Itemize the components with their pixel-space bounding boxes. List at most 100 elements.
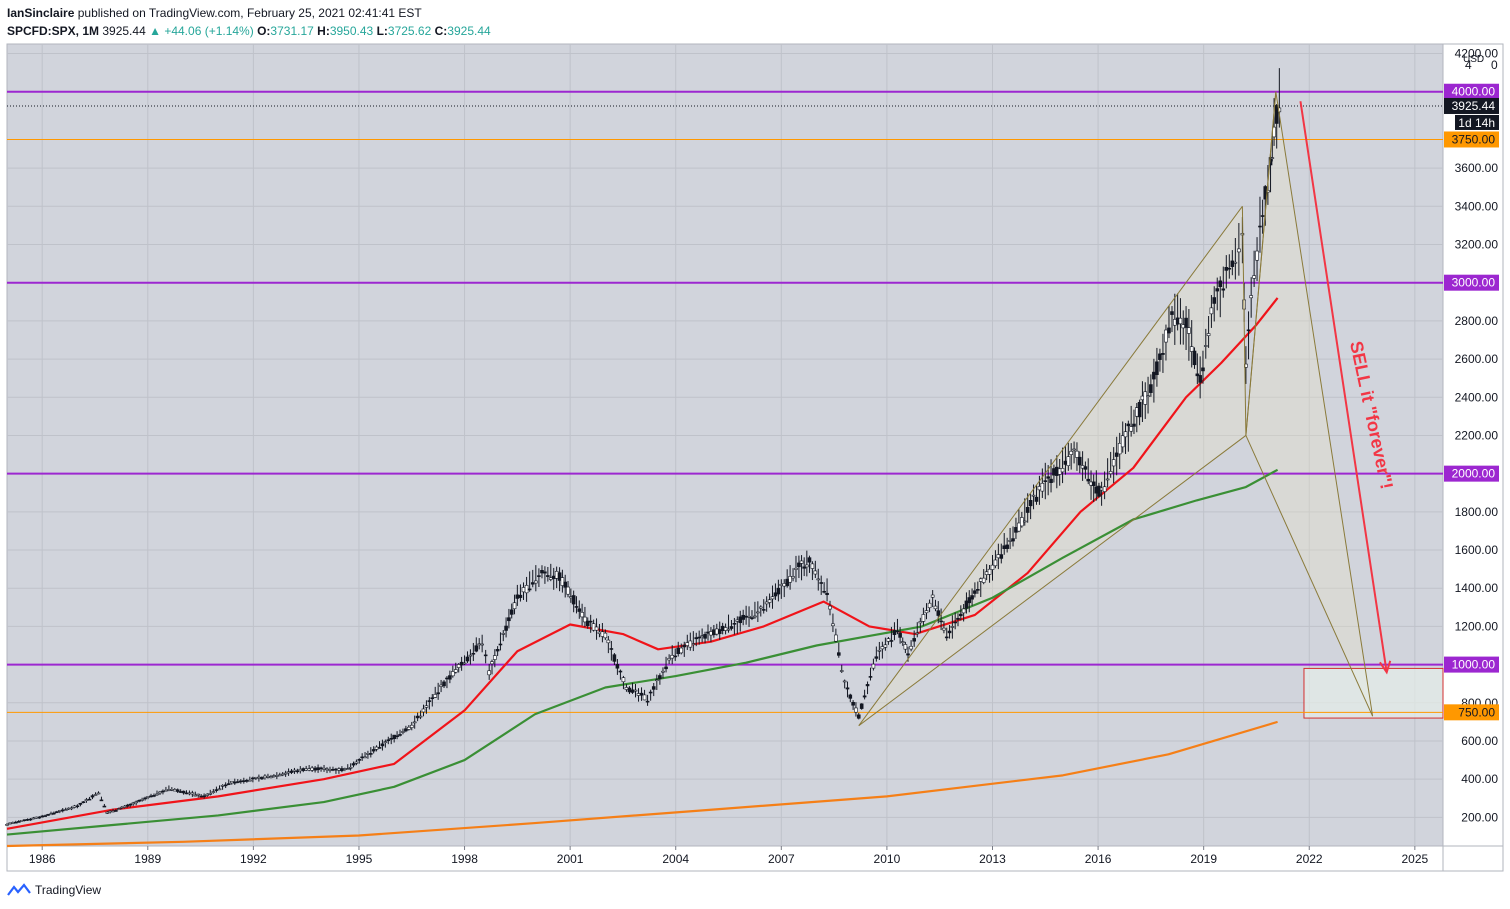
moving-average-line[interactable] [6, 297, 1279, 830]
published-text: published on TradingView.com, February 2… [77, 6, 422, 20]
candle-body [1203, 345, 1208, 347]
x-tick-label: 2001 [557, 852, 584, 866]
candle-body [967, 597, 972, 604]
footer-brand[interactable]: TradingView [35, 883, 102, 897]
candle-body [1274, 104, 1279, 124]
candle-body [524, 585, 529, 594]
candle-body [600, 631, 605, 637]
candle-body [717, 629, 722, 634]
candle-body [1123, 431, 1128, 438]
candle-body [915, 632, 920, 635]
candle-body [1252, 275, 1256, 279]
candle-body [987, 568, 992, 575]
candle-body [1212, 297, 1217, 304]
candle-body [819, 582, 824, 584]
candle-body [1143, 391, 1148, 405]
y-tick-label: 3200.00 [1455, 238, 1499, 252]
x-tick-label: 1989 [134, 852, 161, 866]
candle-body [700, 635, 704, 638]
candle-body [465, 656, 470, 662]
candle-body [1178, 317, 1183, 325]
candle-body [670, 654, 675, 659]
y-tick-label: 2200.00 [1455, 428, 1499, 442]
candle-body [534, 580, 538, 584]
candle-body [102, 805, 107, 808]
candle-body [981, 577, 986, 583]
candle-body [1167, 327, 1171, 334]
candle-body [761, 609, 766, 611]
candle-body [69, 807, 74, 810]
candle-body [8, 822, 12, 825]
candle-body [1055, 466, 1059, 476]
y-top-label: 4 [1465, 58, 1472, 72]
candle-body [46, 814, 50, 816]
candle-body [856, 714, 861, 719]
level-price-tag [1444, 131, 1499, 148]
candle-body [892, 630, 897, 635]
candle-body [527, 588, 532, 591]
candle-body [181, 790, 186, 794]
candle-body [99, 799, 104, 802]
level-price-label: 2000.00 [1452, 467, 1496, 481]
candle-body [386, 739, 391, 742]
pattern-line[interactable] [1241, 206, 1247, 436]
candle-body [566, 586, 570, 595]
candle-body [1037, 486, 1042, 491]
pattern-line[interactable] [858, 435, 1247, 727]
candle-body [1227, 267, 1232, 270]
y-tick-label: 3600.00 [1455, 161, 1499, 175]
candle-body [1221, 288, 1226, 291]
time-axis[interactable] [7, 846, 1443, 871]
candle-body [588, 620, 593, 623]
candle-body [667, 658, 671, 661]
candle-body [348, 766, 353, 769]
candle-body [257, 776, 261, 779]
candle-body [398, 734, 402, 736]
countdown-label: 1d 14h [1458, 116, 1495, 130]
candle-body [889, 640, 894, 642]
candle-body [738, 616, 743, 624]
candle-body [119, 806, 124, 809]
candle-body [845, 687, 850, 690]
level-price-tag [1444, 704, 1499, 721]
sell-arrow-line[interactable] [1299, 101, 1388, 673]
candle-body [167, 789, 171, 791]
candle-body [363, 756, 367, 759]
x-tick-label: 2022 [1296, 852, 1323, 866]
candle-body [1020, 517, 1024, 527]
candle-body [1246, 329, 1251, 332]
candle-body [380, 743, 385, 747]
pattern-line[interactable] [858, 206, 1243, 726]
candle-body [421, 708, 426, 713]
chart-frame [6, 43, 1504, 872]
candle-body [509, 609, 514, 615]
candle-body [996, 554, 1001, 559]
pattern-line[interactable] [1275, 91, 1374, 717]
candle-body [495, 649, 500, 652]
candle-body [615, 664, 620, 669]
pattern-line[interactable] [1245, 435, 1374, 717]
candle-body [842, 680, 847, 683]
candle-body [55, 811, 59, 813]
candle-body [196, 793, 201, 796]
candle-body [275, 775, 279, 777]
publisher-name[interactable]: IanSinclaire [7, 6, 75, 20]
moving-average-line[interactable] [6, 720, 1278, 848]
candle-body [1126, 423, 1131, 427]
target-zone-box[interactable] [1303, 667, 1444, 719]
candle-body [140, 799, 144, 801]
symbol-label[interactable]: SPCFD:SPX, 1M [7, 24, 100, 38]
candle-body [1052, 468, 1056, 476]
candle-body [1170, 311, 1174, 315]
candle-body [970, 595, 974, 600]
candle-body [825, 592, 829, 596]
y-tick-label: 4200.00 [1455, 47, 1499, 61]
pattern-line[interactable] [1245, 91, 1277, 436]
candle-body [90, 795, 95, 798]
tradingview-logo-icon[interactable] [7, 883, 31, 897]
candle-body [377, 747, 382, 749]
currency-label: USD [1463, 54, 1484, 65]
candle-body [673, 655, 678, 658]
candle-body [87, 798, 92, 801]
